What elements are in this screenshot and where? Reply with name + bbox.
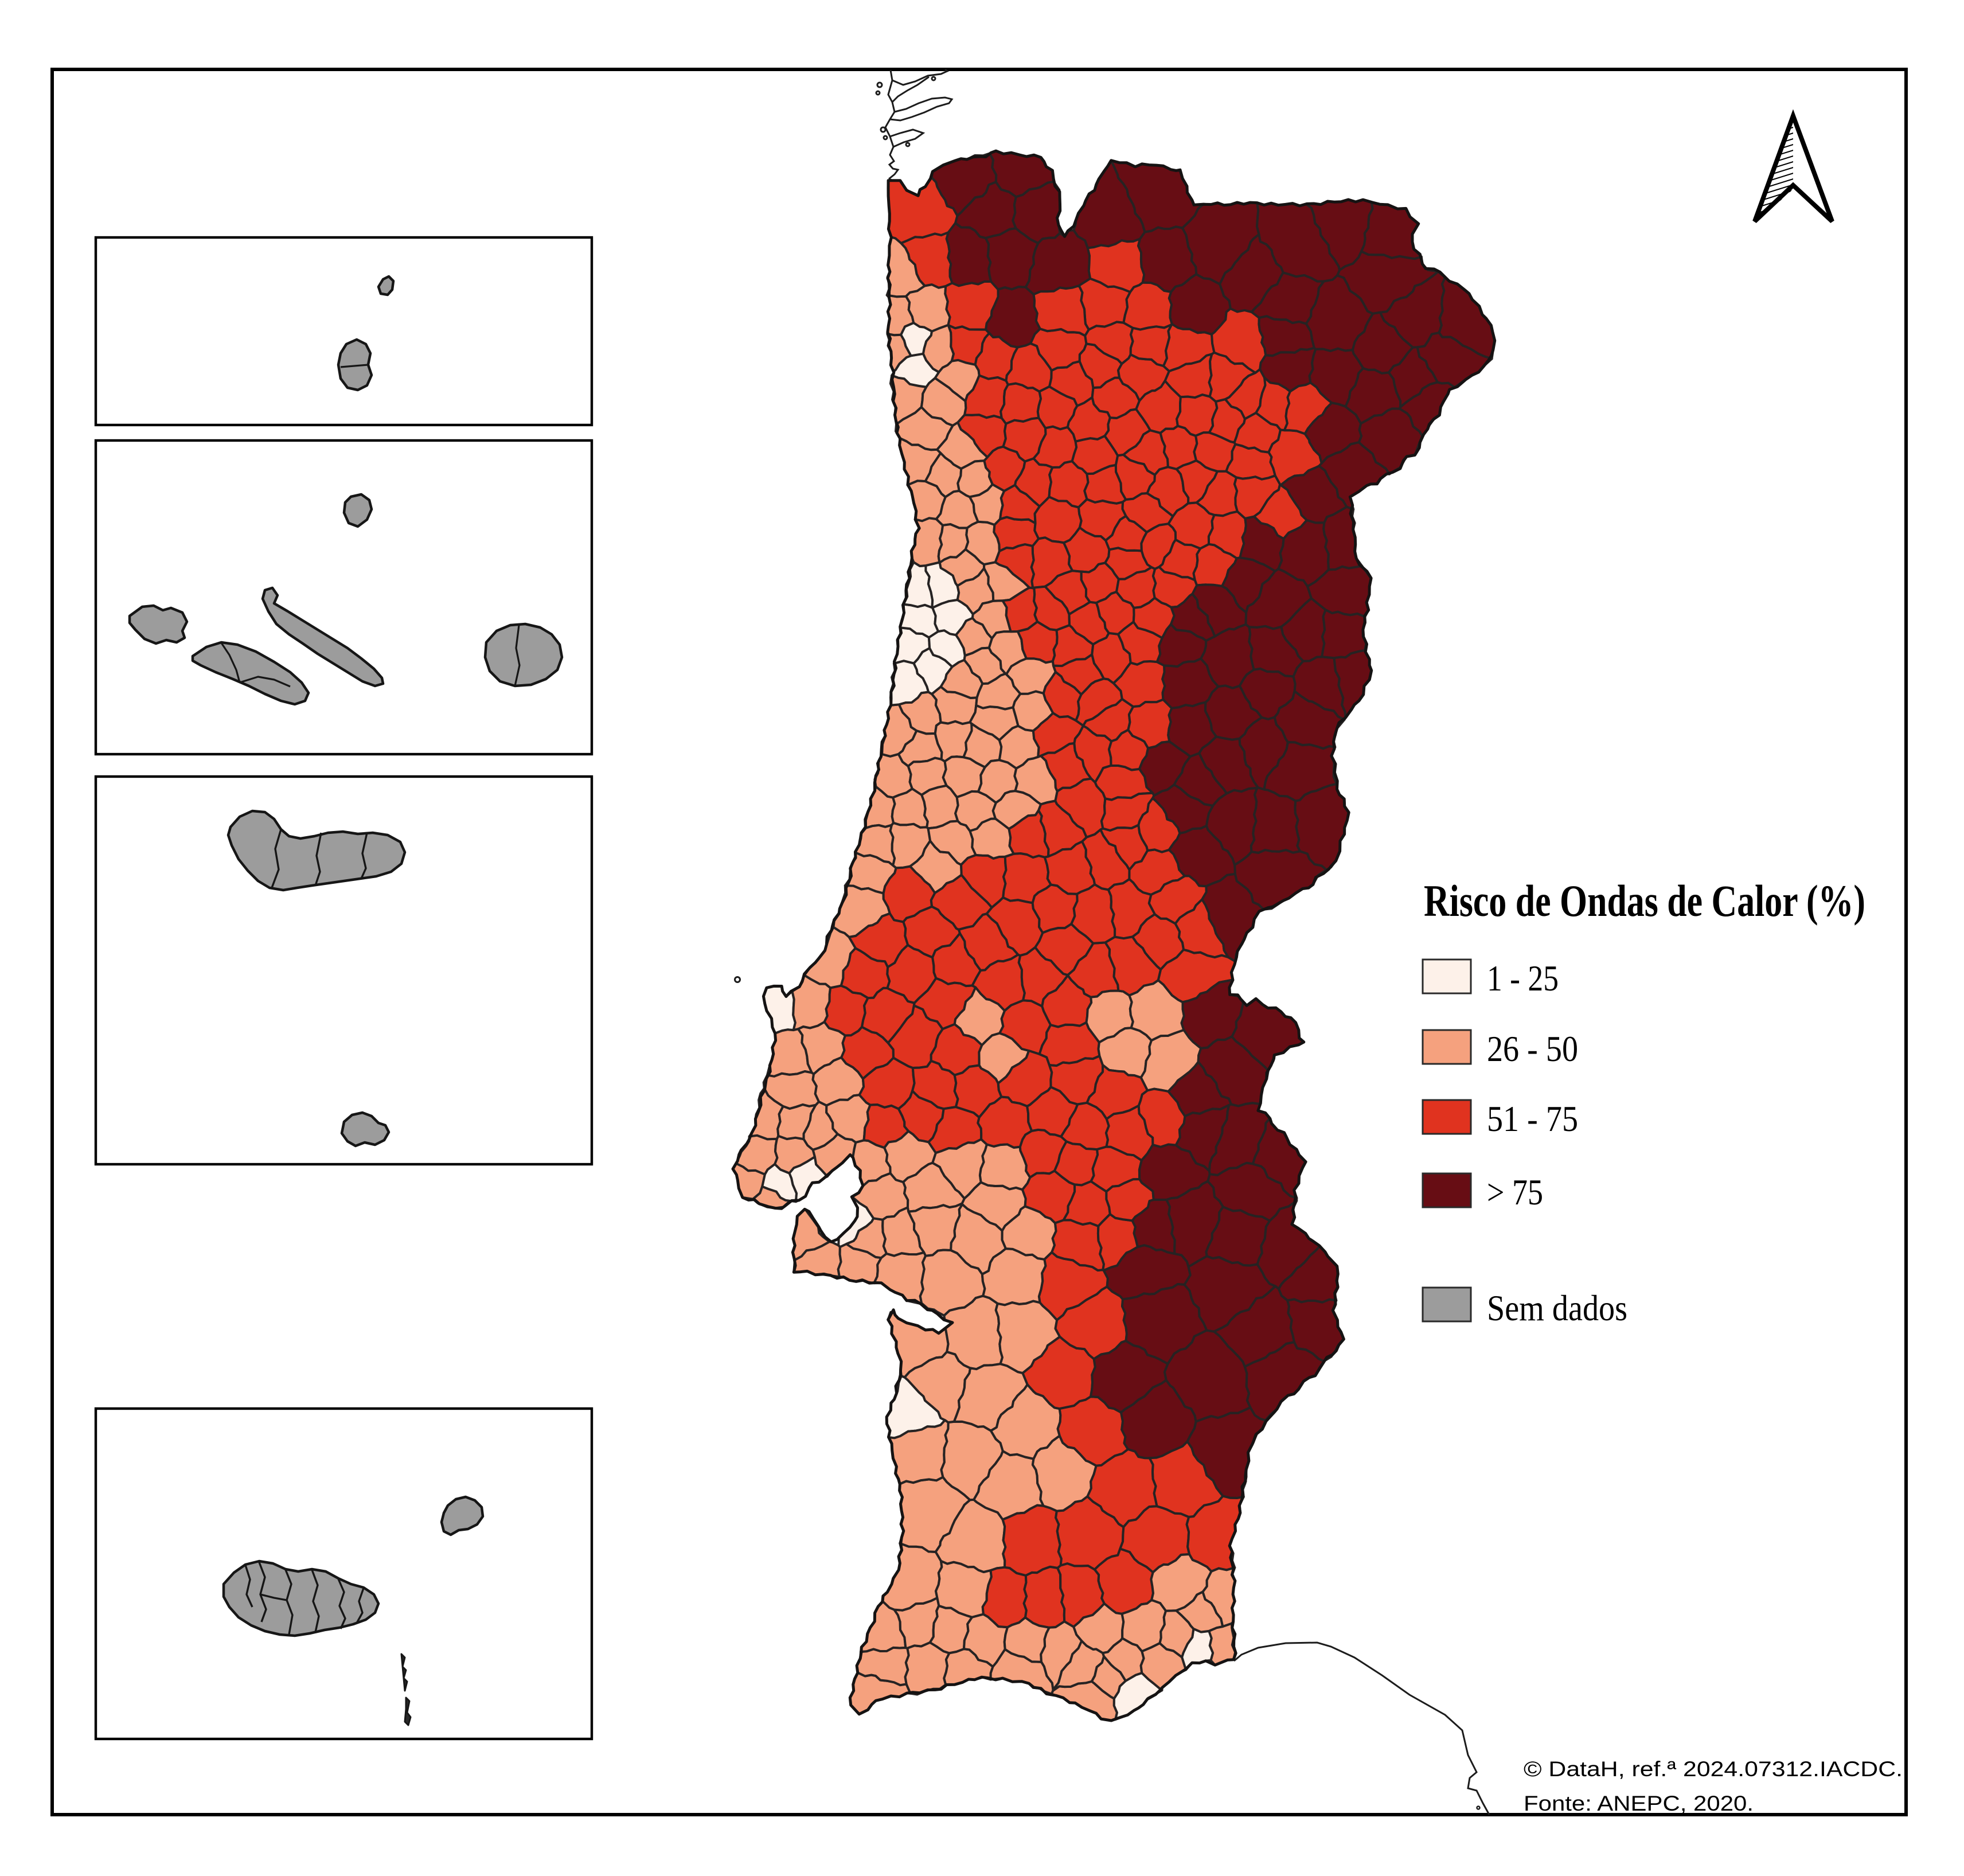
svg-text:26 - 50: 26 - 50 <box>1487 1028 1578 1069</box>
svg-text:Risco de Ondas de Calor (%): Risco de Ondas de Calor (%) <box>1424 876 1865 926</box>
svg-text:Fonte: ANEPC, 2020.: Fonte: ANEPC, 2020. <box>1524 1792 1754 1815</box>
svg-text:Sem dados: Sem dados <box>1487 1288 1627 1328</box>
svg-text:51 - 75: 51 - 75 <box>1487 1098 1578 1139</box>
svg-text:> 75: > 75 <box>1487 1172 1543 1212</box>
svg-text:1 - 25: 1 - 25 <box>1487 958 1559 999</box>
svg-text:© DataH, ref.ª 2024.07312.IACD: © DataH, ref.ª 2024.07312.IACDC. <box>1524 1757 1903 1781</box>
